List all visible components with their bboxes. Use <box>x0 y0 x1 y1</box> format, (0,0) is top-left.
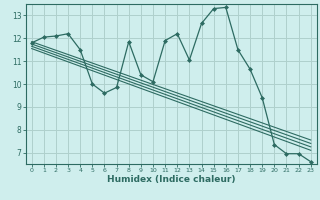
X-axis label: Humidex (Indice chaleur): Humidex (Indice chaleur) <box>107 175 236 184</box>
